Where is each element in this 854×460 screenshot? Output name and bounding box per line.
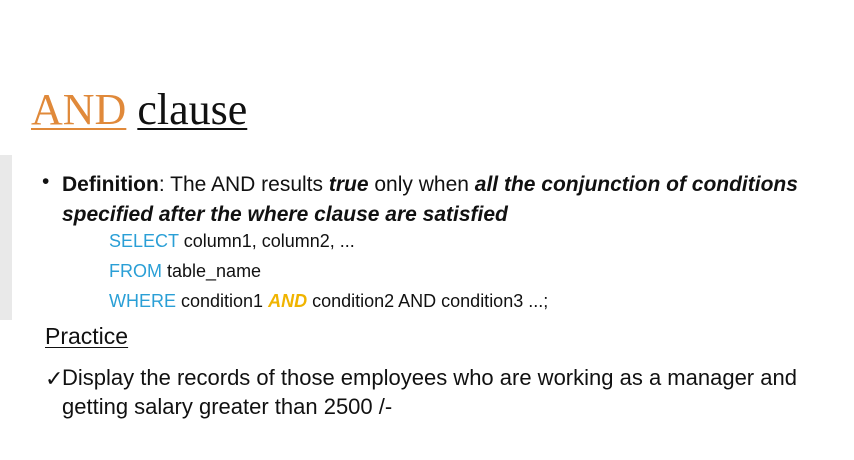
slide-title: AND clause <box>31 84 247 136</box>
title-keyword: AND <box>31 85 127 134</box>
definition-colon: : <box>158 173 165 196</box>
bullet-icon: • <box>42 170 50 193</box>
sql-where-condition1: condition1 <box>176 291 269 311</box>
definition-paragraph: Definition: The AND results true only wh… <box>62 170 822 230</box>
checkmark-icon: ✓ <box>45 366 64 391</box>
title-rest: clause <box>137 85 248 134</box>
sql-keyword-where: WHERE <box>109 291 176 311</box>
sql-line-select: SELECT column1, column2, ... <box>109 229 355 253</box>
practice-task: Display the records of those employees w… <box>62 365 797 419</box>
definition-emphasis-conditions: all the conjunction of conditions specif… <box>62 173 798 226</box>
sql-where-rest: condition2 AND condition3 ...; <box>307 291 549 311</box>
practice-heading: Practice <box>45 323 129 349</box>
definition-text-2: only when <box>368 173 475 196</box>
definition-text-1: The AND results <box>164 173 329 196</box>
definition-emphasis-true: true <box>328 173 369 196</box>
sql-keyword-and: AND <box>268 291 308 311</box>
sql-line-from: FROM table_name <box>109 259 261 283</box>
side-panel-tab <box>0 155 12 320</box>
sql-select-columns: column1, column2, ... <box>178 231 355 251</box>
sql-line-where: WHERE condition1 AND condition2 AND cond… <box>109 289 548 313</box>
sql-keyword-select: SELECT <box>109 231 179 251</box>
sql-keyword-from: FROM <box>109 261 162 281</box>
sql-from-table: table_name <box>162 261 262 281</box>
definition-label: Definition <box>62 173 159 196</box>
